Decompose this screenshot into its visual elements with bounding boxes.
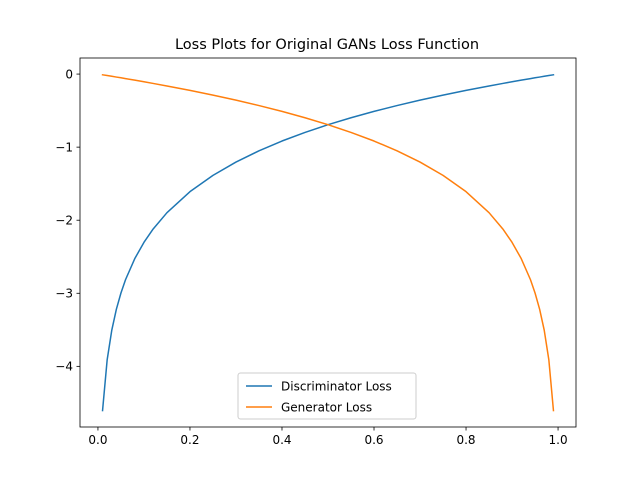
legend-label-2: Generator Loss	[281, 400, 372, 414]
x-tick-label: 0.4	[272, 433, 291, 447]
legend: Discriminator Loss Generator Loss	[237, 372, 417, 420]
ticks-layer: 0.0 0.2 0.4 0.6 0.8 1.0 0 −1 −2 −3 −4	[55, 67, 567, 447]
y-tick-label: −4	[55, 360, 73, 374]
legend-label-1: Discriminator Loss	[281, 379, 392, 393]
x-tick-label: 1.0	[549, 433, 568, 447]
axes-layer	[79, 57, 577, 428]
chart-title: Loss Plots for Original GANs Loss Functi…	[175, 37, 479, 53]
x-tick-label: 0.6	[364, 433, 383, 447]
lines-layer	[101, 73, 555, 412]
series-line-2	[101, 73, 555, 412]
y-tick-label: −2	[55, 214, 73, 228]
plot-frame	[79, 57, 577, 428]
legend-box	[237, 372, 417, 420]
y-tick-label: −3	[55, 287, 73, 301]
x-tick-label: 0.0	[88, 433, 107, 447]
x-tick-label: 0.8	[456, 433, 475, 447]
x-tick-label: 0.2	[180, 433, 199, 447]
y-tick-label: 0	[65, 67, 73, 81]
y-tick-label: −1	[55, 140, 73, 154]
